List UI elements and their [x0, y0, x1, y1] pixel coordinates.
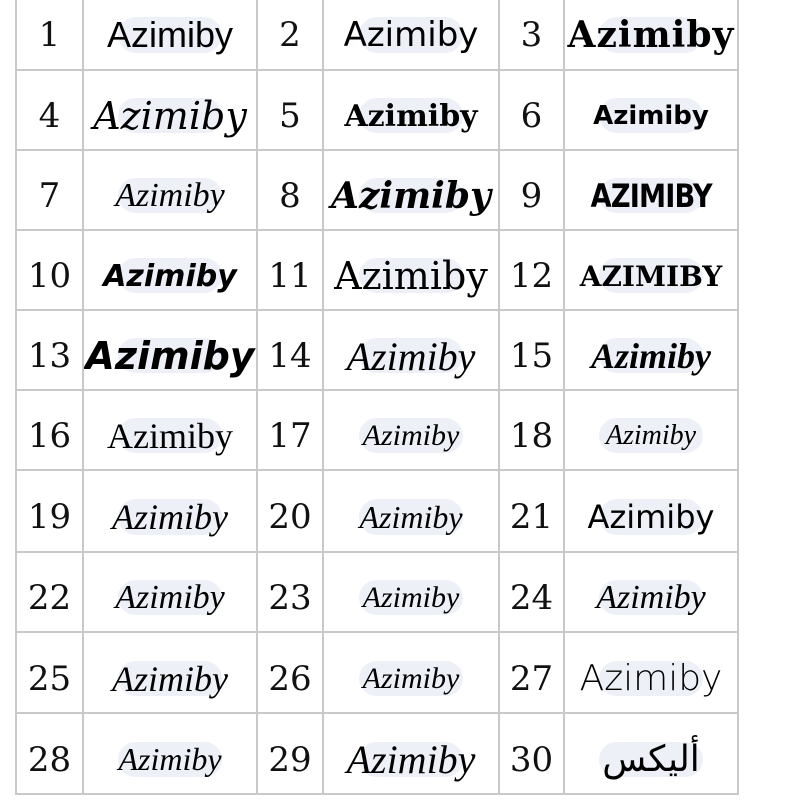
sample-number: 15: [498, 309, 563, 389]
sample-number: 12: [498, 229, 563, 309]
font-sample: Azimiby: [82, 631, 256, 712]
font-sample: Azimiby: [322, 631, 498, 712]
sample-number: 11: [256, 229, 322, 309]
font-sample: Azimiby: [82, 551, 256, 631]
sample-number: 13: [15, 309, 82, 389]
sample-number: 3: [498, 0, 563, 69]
sample-text: Azimiby: [343, 15, 479, 55]
sample-number: 6: [498, 69, 563, 149]
sample-number: 25: [15, 631, 82, 712]
sample-text: Azimiby: [346, 737, 476, 782]
sample-number: 4: [15, 69, 82, 149]
sample-text: Azimiby: [103, 258, 237, 294]
sample-text: AZIMIBY: [590, 177, 712, 215]
sample-number: 22: [15, 551, 82, 631]
sample-text: Azimiby: [362, 661, 460, 695]
sample-number: 21: [498, 469, 563, 551]
font-sample-grid: 1 Azimiby 2 Azimiby 3 Azimiby 4 Azimiby 5 Azimiby…: [15, 0, 739, 795]
sample-text: Azimiby: [107, 416, 233, 456]
font-sample: Azimiby: [82, 149, 256, 229]
sample-text: Azimiby: [605, 420, 697, 451]
font-sample: Azimiby: [82, 0, 256, 69]
sample-number: 10: [15, 229, 82, 309]
font-sample: Azimiby: [563, 309, 737, 389]
font-sample: Azimiby: [563, 0, 737, 69]
sample-number: 24: [498, 551, 563, 631]
sample-number: 18: [498, 389, 563, 469]
sample-text: Azimiby: [115, 177, 225, 214]
sample-number: 2: [256, 0, 322, 69]
sample-number: 7: [15, 149, 82, 229]
sample-number: 28: [15, 712, 82, 793]
sample-number: 27: [498, 631, 563, 712]
font-sample: Azimiby: [82, 69, 256, 149]
sample-text: أليكس: [602, 739, 700, 780]
font-sample: Azimiby: [82, 309, 256, 389]
sample-text: Azimiby: [112, 497, 228, 537]
sample-number: 14: [256, 309, 322, 389]
font-sample: Azimiby: [82, 712, 256, 793]
sample-text: Azimiby: [359, 498, 463, 535]
sample-text: Azimiby: [331, 175, 491, 217]
sample-text: Azimiby: [334, 254, 488, 298]
font-sample: Azimiby: [322, 69, 498, 149]
font-sample: Azimiby: [563, 631, 737, 712]
font-sample: Azimiby: [322, 0, 498, 69]
sample-text: Azimiby: [346, 333, 476, 379]
font-sample: Azimiby: [563, 469, 737, 551]
font-sample: أليكس: [563, 712, 737, 793]
sample-text: Azimiby: [567, 14, 735, 56]
sample-text: Azimiby: [593, 101, 709, 131]
sample-number: 16: [15, 389, 82, 469]
sample-number: 19: [15, 469, 82, 551]
font-sample: Azimiby: [322, 389, 498, 469]
font-sample: Azimiby: [563, 389, 737, 469]
sample-text: Azimiby: [596, 579, 706, 616]
font-sample: Azimiby: [82, 229, 256, 309]
font-sample: Azimiby: [322, 469, 498, 551]
font-sample: Azimiby: [322, 149, 498, 229]
sample-number: 5: [256, 69, 322, 149]
font-sample: Azimiby: [322, 551, 498, 631]
sample-number: 8: [256, 149, 322, 229]
sample-text: Azimiby: [112, 658, 228, 699]
font-sample: AZIMIBY: [563, 149, 737, 229]
sample-text: Azimiby: [344, 98, 478, 134]
font-sample: AZIMIBY: [563, 229, 737, 309]
font-sample: Azimiby: [563, 69, 737, 149]
sample-number: 26: [256, 631, 322, 712]
sample-text: AZIMIBY: [579, 259, 723, 293]
sample-text: Azimiby: [590, 336, 711, 376]
sample-number: 1: [15, 0, 82, 69]
sample-number: 20: [256, 469, 322, 551]
sample-text: Azimiby: [118, 741, 222, 777]
font-sample: Azimiby: [563, 551, 737, 631]
sample-text: Azimiby: [587, 498, 715, 536]
sample-text: Azimiby: [106, 14, 234, 55]
sample-text: Azimiby: [362, 581, 460, 614]
sample-number: 17: [256, 389, 322, 469]
sample-number: 29: [256, 712, 322, 793]
font-sample: Azimiby: [322, 229, 498, 309]
sample-text: Azimiby: [85, 334, 255, 378]
sample-text: Azimiby: [115, 579, 225, 616]
font-sample: Azimiby: [82, 469, 256, 551]
sample-text: Azimiby: [93, 94, 247, 138]
sample-number: 30: [498, 712, 563, 793]
font-sample: Azimiby: [322, 309, 498, 389]
sample-text: Azimiby: [362, 419, 460, 452]
sample-number: 23: [256, 551, 322, 631]
font-sample: Azimiby: [82, 389, 256, 469]
font-sample: Azimiby: [322, 712, 498, 793]
sample-text: Azimiby: [579, 658, 723, 699]
sample-number: 9: [498, 149, 563, 229]
